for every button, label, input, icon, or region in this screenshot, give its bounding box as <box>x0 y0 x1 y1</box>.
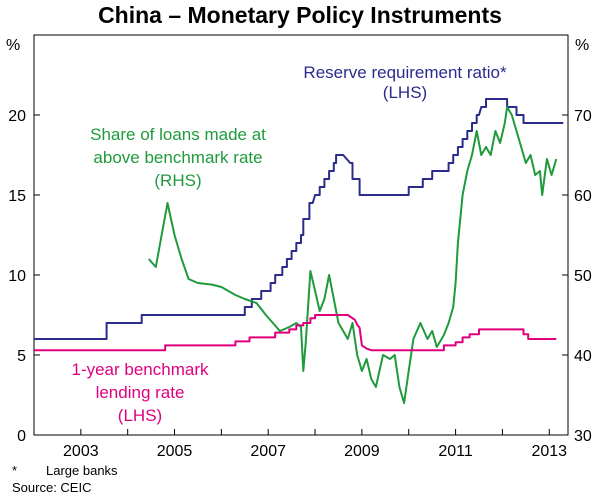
left-axis-tick-label: 15 <box>8 188 26 205</box>
reserve-ratio-axis-note: (LHS) <box>383 83 427 102</box>
reserve-ratio-label: Reserve requirement ratio* <box>303 63 507 82</box>
right-axis-tick-label: 40 <box>574 348 592 365</box>
lending-rate-label-line2: lending rate <box>96 383 185 402</box>
lending-rate-axis-note: (LHS) <box>118 406 162 425</box>
reserve-requirement-ratio-line <box>34 98 564 340</box>
right-axis-unit: % <box>575 37 589 54</box>
source-note: Source: CEIC <box>12 480 92 495</box>
left-axis-tick-label: 10 <box>8 268 26 285</box>
x-axis-tick-label: 2011 <box>438 443 473 460</box>
share-loans-axis-note: (RHS) <box>154 171 201 190</box>
footnote: * Large banks <box>12 463 118 478</box>
right-axis-tick-label: 70 <box>574 108 592 125</box>
right-axis-tick-label: 60 <box>574 188 592 205</box>
x-axis-tick-label: 2013 <box>531 443 567 460</box>
share-of-loans-line <box>148 106 558 404</box>
share-loans-label-line1: Share of loans made at <box>90 125 266 144</box>
left-axis-unit: % <box>6 37 20 54</box>
share-loans-label-line2: above benchmark rate <box>93 148 262 167</box>
x-axis-tick-label: 2009 <box>344 443 380 460</box>
left-axis-tick-label: 0 <box>17 428 26 445</box>
right-axis-tick-label: 30 <box>574 428 592 445</box>
lending-rate-label-line1: 1-year benchmark <box>71 360 209 379</box>
benchmark-lending-rate-line <box>34 314 557 352</box>
left-axis-tick-label: 20 <box>8 108 26 125</box>
x-axis-tick-label: 2003 <box>63 443 99 460</box>
x-axis-tick-label: 2005 <box>157 443 193 460</box>
plot-frame <box>33 34 569 436</box>
chart-title: China – Monetary Policy Instruments <box>98 2 502 28</box>
footnote-text: Large banks <box>46 463 118 478</box>
x-axis-tick-label: 2007 <box>250 443 286 460</box>
left-axis-tick-label: 5 <box>17 348 26 365</box>
footnote-star: * <box>12 463 18 478</box>
right-axis-tick-label: 50 <box>574 268 592 285</box>
